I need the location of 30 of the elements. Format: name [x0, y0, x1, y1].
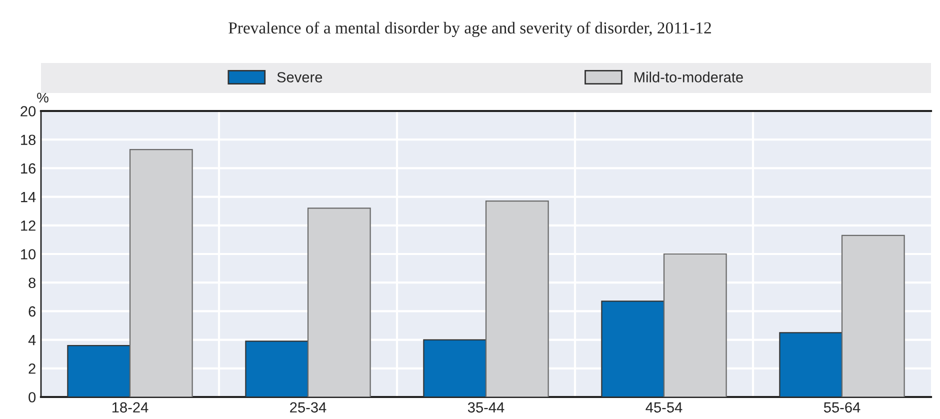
bar — [67, 344, 131, 397]
bar — [423, 339, 487, 397]
y-tick-label: 16 — [21, 163, 36, 174]
bar — [307, 208, 371, 397]
bar — [485, 200, 549, 397]
y-tick-label: 10 — [21, 249, 36, 260]
bar — [841, 234, 905, 397]
x-tick-label: 35-44 — [468, 402, 504, 413]
x-tick-label: 25-34 — [290, 402, 326, 413]
y-tick-label: 12 — [21, 220, 36, 231]
bar — [601, 300, 665, 397]
y-tick-label: 2 — [28, 364, 36, 374]
y-tick-label: 0 — [28, 392, 36, 402]
bar — [779, 332, 843, 397]
y-axis-title: % — [37, 92, 48, 102]
y-tick-label: 20 — [20, 106, 36, 116]
y-tick-label: 18 — [21, 134, 36, 146]
bar — [663, 253, 727, 397]
legend-label: Severe — [277, 72, 322, 82]
x-tick-label: 18-24 — [112, 402, 148, 413]
chart-title: Prevalence of a mental disorder by age and severity of disorder, 2011-12 — [228, 22, 711, 37]
bar — [245, 340, 309, 397]
y-tick-label: 14 — [21, 192, 36, 202]
x-tick-label: 45-54 — [646, 402, 682, 413]
x-tick-label: 55-64 — [824, 402, 860, 413]
y-tick-label: 4 — [28, 335, 36, 346]
legend-label: Mild-to-moderate — [634, 72, 743, 82]
y-tick-label: 8 — [28, 278, 36, 288]
bar — [129, 149, 193, 397]
y-tick-label: 6 — [28, 306, 36, 317]
